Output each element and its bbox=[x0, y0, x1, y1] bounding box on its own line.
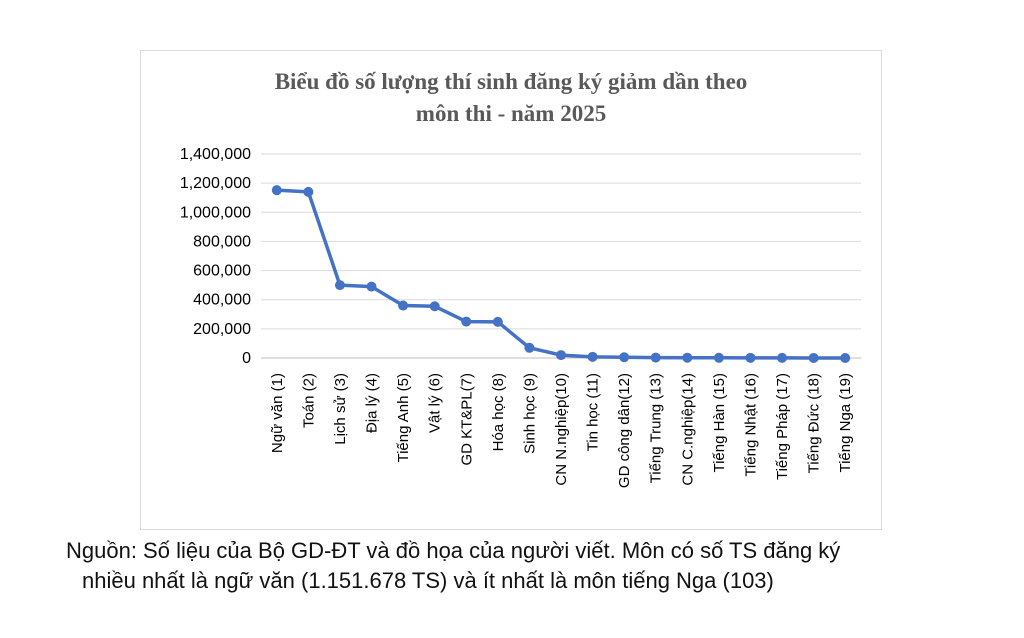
y-tick-label: 0 bbox=[242, 350, 251, 367]
x-tick-label: Tiếng Nga (19) bbox=[837, 373, 854, 473]
y-tick-label: 1,000,000 bbox=[180, 204, 251, 221]
caption-line-1: Nguồn: Số liệu của Bộ GD-ĐT và đồ họa củ… bbox=[66, 538, 841, 563]
y-tick-label: 800,000 bbox=[193, 233, 251, 250]
data-point bbox=[461, 316, 472, 327]
data-point bbox=[619, 352, 630, 363]
x-tick-label: Lịch sử (3) bbox=[332, 373, 349, 445]
x-tick-label: Tiếng Anh (5) bbox=[395, 373, 412, 463]
data-point bbox=[745, 352, 756, 363]
data-point bbox=[682, 352, 693, 363]
x-tick-label: Hóa học (8) bbox=[490, 373, 507, 451]
x-tick-label: Toán (2) bbox=[300, 373, 317, 428]
x-tick-label: Tiếng Nhật (16) bbox=[742, 373, 759, 477]
data-point bbox=[303, 186, 314, 197]
x-tick-label: Tiếng Pháp (17) bbox=[774, 373, 791, 480]
line-chart: Biểu đồ số lượng thí sinh đăng ký giảm d… bbox=[180, 69, 861, 488]
chart-frame: Biểu đồ số lượng thí sinh đăng ký giảm d… bbox=[140, 50, 882, 530]
x-tick-label: Tiếng Hàn (15) bbox=[711, 373, 728, 473]
y-tick-label: 200,000 bbox=[193, 321, 251, 338]
x-tick-label: Tiếng Trung (13) bbox=[648, 373, 665, 483]
data-point bbox=[524, 342, 535, 353]
data-point bbox=[777, 352, 788, 363]
y-tick-label: 1,400,000 bbox=[180, 146, 251, 163]
x-tick-label: Vật lý (6) bbox=[427, 373, 444, 433]
x-tick-label: GD công dân(12) bbox=[616, 373, 633, 488]
data-point bbox=[398, 300, 409, 311]
data-point bbox=[650, 352, 661, 363]
data-point bbox=[587, 351, 598, 362]
x-tick-label: CN C.nghiệp(14) bbox=[679, 373, 696, 486]
data-point bbox=[713, 352, 724, 363]
caption: Nguồn: Số liệu của Bộ GD-ĐT và đồ họa củ… bbox=[66, 536, 1006, 596]
x-tick-label: Địa lý (4) bbox=[364, 373, 381, 433]
data-point bbox=[556, 350, 566, 361]
x-tick-label: Tin học (11) bbox=[585, 373, 602, 451]
data-point bbox=[492, 316, 503, 327]
y-tick-label: 1,200,000 bbox=[180, 175, 251, 192]
data-point bbox=[840, 352, 851, 363]
chart-title-line-2: môn thi - năm 2025 bbox=[416, 101, 606, 126]
x-tick-label: Ngữ văn (1) bbox=[269, 373, 286, 453]
chart-title-line-1: Biểu đồ số lượng thí sinh đăng ký giảm d… bbox=[275, 69, 748, 94]
data-point bbox=[271, 185, 282, 196]
x-tick-label: Tiếng Đức (18) bbox=[806, 373, 823, 473]
data-point bbox=[334, 280, 345, 291]
x-tick-label: CN N.nghiệp(10) bbox=[553, 373, 570, 486]
x-tick-label: Sinh học (9) bbox=[521, 373, 538, 454]
y-tick-label: 400,000 bbox=[193, 292, 251, 309]
y-tick-label: 600,000 bbox=[193, 263, 251, 280]
series-line bbox=[276, 188, 846, 360]
data-point bbox=[429, 301, 440, 312]
data-point bbox=[808, 352, 819, 363]
data-point bbox=[366, 281, 377, 292]
caption-line-2: nhiều nhất là ngữ văn (1.151.678 TS) và … bbox=[82, 568, 774, 593]
x-tick-label: GD KT&PL(7) bbox=[458, 373, 475, 466]
